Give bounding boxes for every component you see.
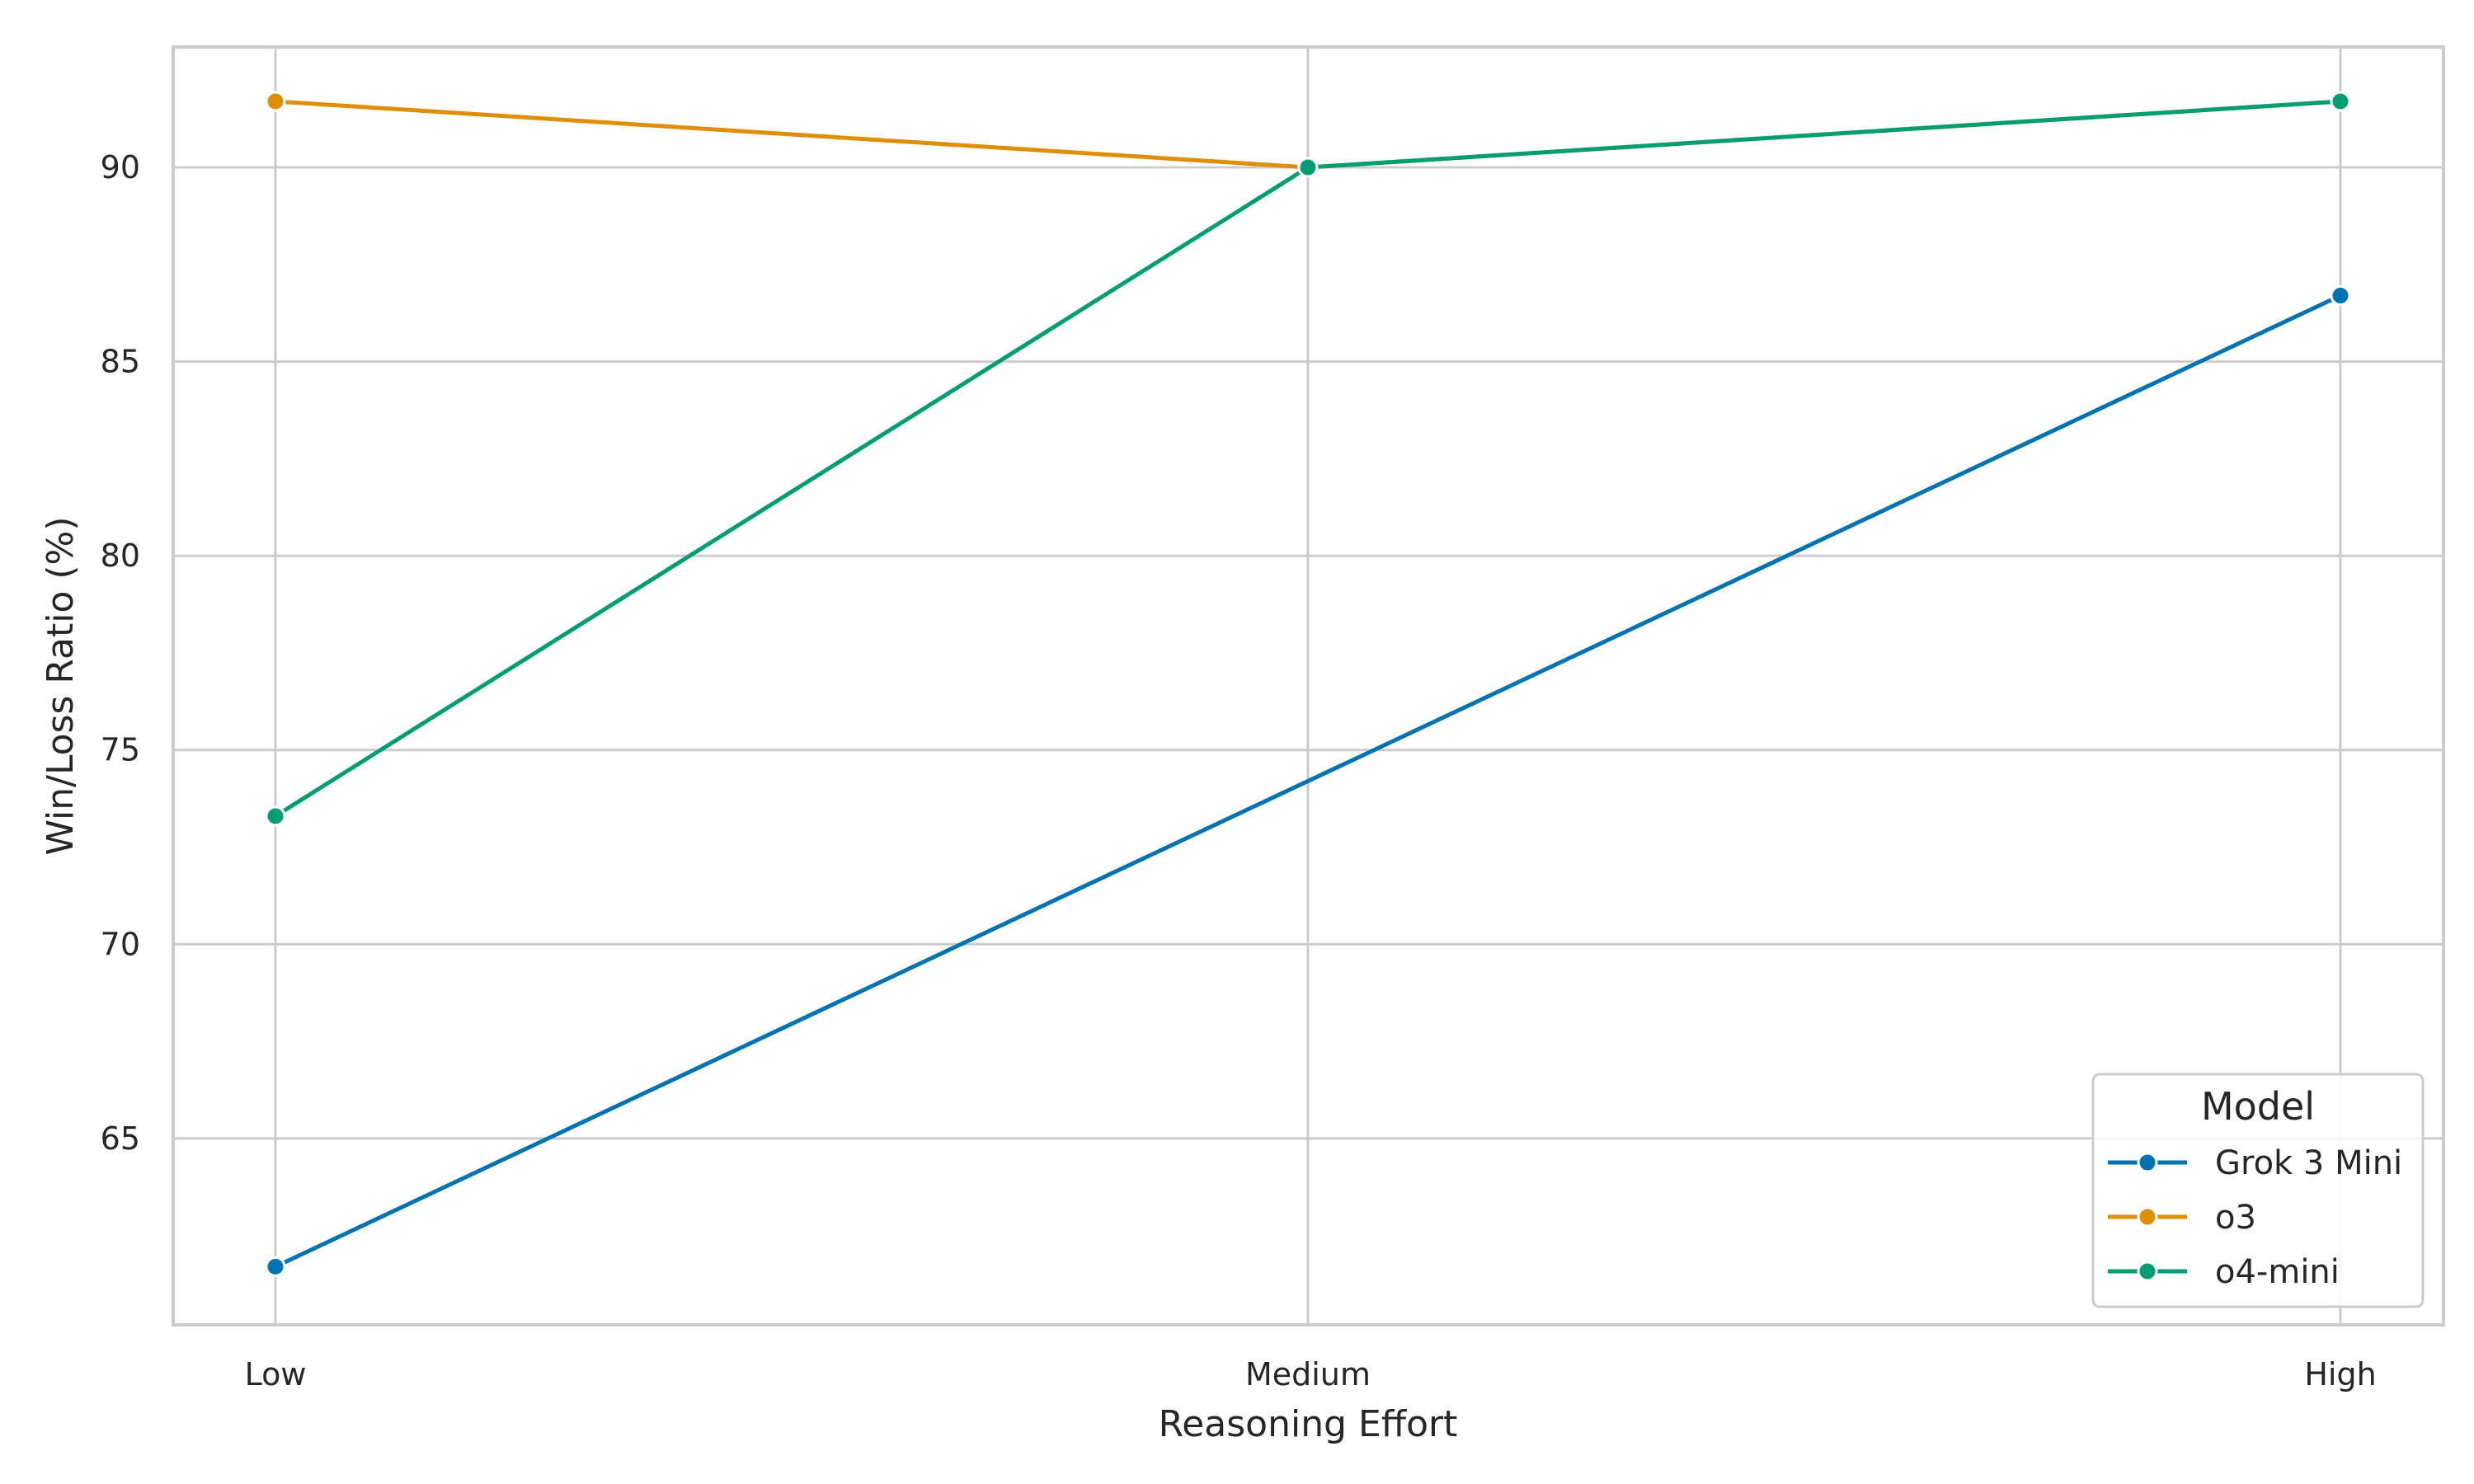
y-tick-label: 90 <box>101 149 140 186</box>
data-point <box>265 1256 286 1277</box>
data-point <box>265 805 286 827</box>
series-layer <box>265 91 2351 1277</box>
y-tick-label: 65 <box>101 1120 140 1157</box>
legend-box <box>2091 1073 2425 1308</box>
series-line <box>274 294 2342 1269</box>
x-tick-label: High <box>2304 1356 2376 1392</box>
legend-items: Grok 3 Mini o3 o4-mini <box>2108 1144 2402 1291</box>
legend-marker <box>2137 1206 2158 1228</box>
y-ticks: 65 70 75 80 85 90 <box>101 149 140 1157</box>
legend-marker <box>2137 1152 2158 1173</box>
legend-label: o4-mini <box>2215 1253 2340 1291</box>
legend: Model Grok 3 Mini o3 o4-mini <box>2091 1073 2425 1308</box>
x-tick-label: Low <box>245 1356 307 1392</box>
legend-marker <box>2137 1261 2158 1282</box>
legend-label: o3 <box>2215 1199 2256 1237</box>
data-point <box>2330 91 2351 112</box>
y-tick-label: 75 <box>101 732 140 768</box>
plot-frame <box>172 45 2445 1327</box>
data-point <box>1297 157 1319 178</box>
y-tick-label: 70 <box>101 926 140 962</box>
legend-label: Grok 3 Mini <box>2215 1144 2402 1182</box>
y-tick-label: 80 <box>101 538 140 574</box>
data-point <box>2330 285 2351 307</box>
y-axis-label: Win/Loss Ratio (%) <box>40 516 82 855</box>
x-ticks: Low Medium High <box>245 1356 2377 1392</box>
y-tick-label: 85 <box>101 344 140 380</box>
x-tick-label: Medium <box>1245 1356 1371 1392</box>
data-point <box>265 91 286 112</box>
x-axis-label: Reasoning Effort <box>1159 1403 1458 1445</box>
legend-title: Model <box>2201 1084 2315 1129</box>
